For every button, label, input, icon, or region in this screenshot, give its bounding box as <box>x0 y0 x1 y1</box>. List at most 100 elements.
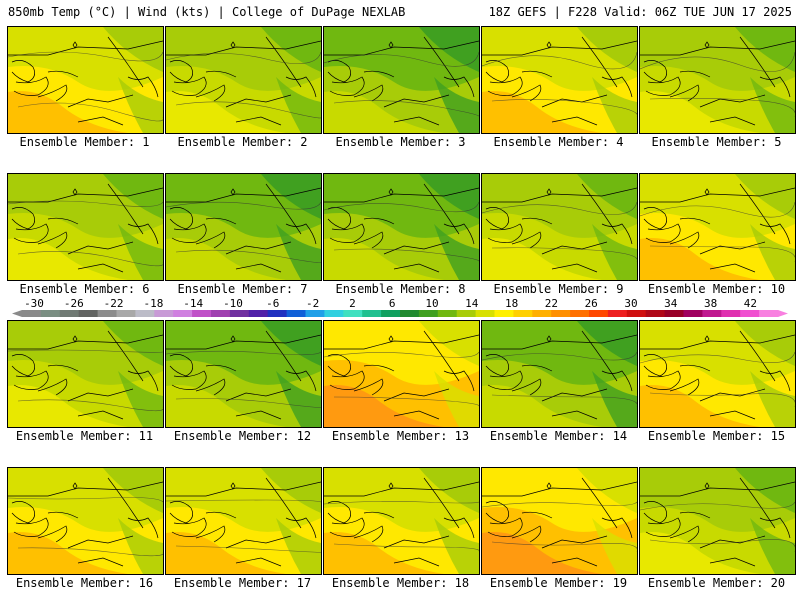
ensemble-member-label: Ensemble Member: 19 <box>489 576 628 590</box>
isotach-contours <box>640 351 795 407</box>
ensemble-map-panel <box>639 26 796 134</box>
diamond-marker <box>704 335 710 343</box>
temp-field <box>482 91 602 133</box>
colorbar-swatch <box>683 310 703 317</box>
colorbar-swatch <box>40 310 61 317</box>
coastline-borders <box>166 330 321 420</box>
colorbar-tick-label: 30 <box>624 297 638 310</box>
ensemble-member-label: Ensemble Member: 16 <box>15 576 154 590</box>
ensemble-map-panel <box>639 467 796 575</box>
temp-field <box>577 27 637 72</box>
colorbar-tick-label: -26 <box>63 297 84 310</box>
colorbar-swatch <box>229 310 250 317</box>
diamond-marker <box>388 188 394 196</box>
colorbar-swatch <box>532 310 552 317</box>
colorbar-tick-label: -22 <box>103 297 124 310</box>
colorbar-tick-label: 10 <box>425 297 439 310</box>
coastline-borders <box>482 36 637 126</box>
isotach-contours <box>482 351 637 407</box>
temp-field <box>276 77 321 133</box>
isotach-contours <box>324 501 479 552</box>
coastline-borders <box>8 36 163 126</box>
temp-field <box>735 174 795 219</box>
temp-field <box>640 385 760 427</box>
coastline-borders <box>324 36 479 126</box>
ensemble-member-label: Ensemble Member: 3 <box>335 135 466 149</box>
ensemble-member-label: Ensemble Member: 8 <box>335 282 466 296</box>
temp-field <box>261 174 321 219</box>
temp-field <box>103 174 163 219</box>
colorbar-swatch <box>740 310 760 317</box>
colorbar-swatch <box>645 310 666 317</box>
coastline-borders <box>166 183 321 273</box>
colorbar-swatch <box>551 310 571 317</box>
temp-field <box>735 321 795 366</box>
diamond-marker <box>388 41 394 49</box>
diamond-marker <box>704 482 710 490</box>
colorbar-swatch <box>22 310 42 317</box>
isotach-contours <box>640 51 795 117</box>
temp-field <box>592 371 637 427</box>
temp-field <box>103 468 163 513</box>
colorbar-swatch <box>286 310 306 317</box>
temp-field <box>640 91 760 133</box>
diamond-marker <box>230 482 236 490</box>
colorbar-tick-label: 38 <box>703 297 718 310</box>
colorbar-tick-label: -14 <box>183 297 204 310</box>
colorbar-swatch <box>135 310 155 317</box>
diamond-marker <box>72 188 78 196</box>
ensemble-map-panel <box>7 173 164 281</box>
temp-field <box>434 77 479 133</box>
colorbar-tick-label: -10 <box>223 297 243 310</box>
temp-field <box>750 371 795 427</box>
isotach-contours <box>166 201 321 264</box>
ensemble-member-label: Ensemble Member: 11 <box>15 429 154 443</box>
colorbar-tick-label: 18 <box>504 297 519 310</box>
colorbar-swatch <box>154 310 174 317</box>
temp-field <box>103 321 163 366</box>
ensemble-map-panel <box>639 320 796 428</box>
diamond-marker <box>546 41 552 49</box>
coastline-borders <box>8 477 163 567</box>
temp-field <box>419 174 479 219</box>
colorbar-swatch <box>362 310 382 317</box>
temp-field <box>118 77 163 133</box>
diamond-marker <box>388 335 394 343</box>
ensemble-member-label: Ensemble Member: 14 <box>489 429 628 443</box>
colorbar-tick-label: -30 <box>24 297 44 310</box>
temp-field <box>118 224 163 280</box>
temp-field <box>8 91 128 133</box>
colorbar-swatch <box>267 310 288 317</box>
colorbar-tick-label: -6 <box>266 297 280 310</box>
valid-time: 18Z GEFS | F228 Valid: 06Z TUE JUN 17 20… <box>488 5 792 19</box>
temp-field <box>166 91 286 133</box>
ensemble-map-panel <box>481 467 638 575</box>
diamond-marker <box>230 41 236 49</box>
colorbar-swatch <box>607 310 628 317</box>
isotach-contours <box>482 201 637 262</box>
temp-field <box>419 321 479 366</box>
diamond-marker <box>704 188 710 196</box>
colorbar-swatch <box>248 310 269 317</box>
coastline-borders <box>640 183 795 273</box>
temp-field <box>750 224 795 280</box>
diamond-marker <box>72 482 78 490</box>
ensemble-member-label: Ensemble Member: 6 <box>19 282 150 296</box>
colorbar-tick-label: 42 <box>743 297 758 310</box>
colorbar-tick-label: 2 <box>349 297 356 310</box>
coastline-borders <box>324 183 479 273</box>
ensemble-map-panel <box>481 173 638 281</box>
ensemble-map-panel <box>165 467 322 575</box>
coastline-borders <box>166 477 321 567</box>
colorbar-tick-label: 34 <box>664 297 678 310</box>
map-title: 850mb Temp (°C) | Wind (kts) | College o… <box>8 5 406 19</box>
colorbar-swatch <box>400 310 420 317</box>
temp-field <box>166 532 286 574</box>
diamond-marker <box>230 188 236 196</box>
ensemble-member-label: Ensemble Member: 10 <box>647 282 786 296</box>
colorbar-tick-label: 14 <box>465 297 479 310</box>
coastline-borders <box>640 330 795 420</box>
ensemble-member-label: Ensemble Member: 18 <box>331 576 470 590</box>
temp-field <box>750 77 795 133</box>
coastline-borders <box>166 36 321 126</box>
